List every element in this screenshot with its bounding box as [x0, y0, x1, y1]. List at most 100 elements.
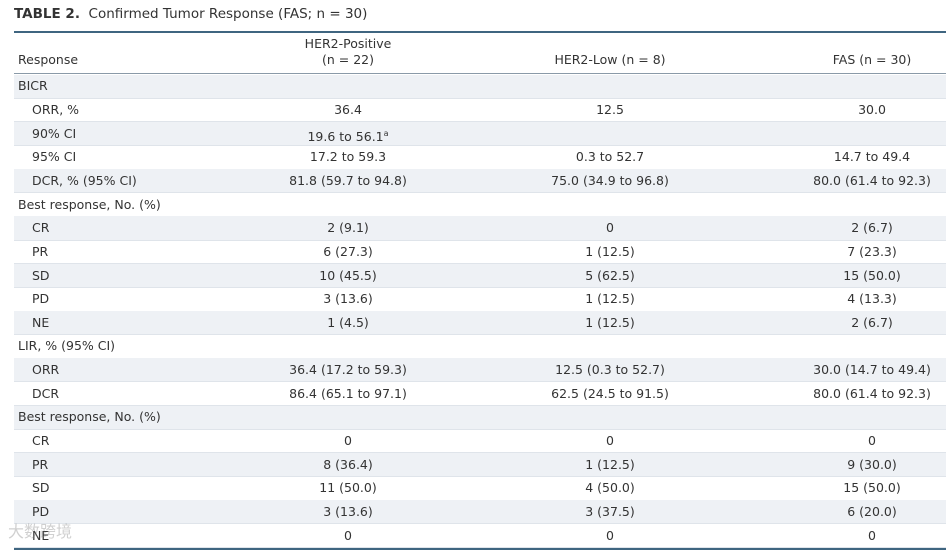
table-row — [14, 240, 946, 264]
bottom-rule — [14, 548, 946, 550]
row-label: SD — [32, 480, 50, 496]
section-label: LIR, % (95% CI) — [18, 338, 116, 354]
row-label: NE — [32, 527, 50, 543]
table-cell: 1 (12.5) — [585, 456, 635, 472]
row-label: ORR — [32, 362, 60, 378]
section-label: Best response, No. (%) — [18, 196, 161, 212]
table-cell: 0 — [868, 527, 876, 543]
table-cell: 80.0 (61.4 to 92.3) — [813, 385, 931, 401]
row-label: ORR, % — [32, 101, 80, 117]
table-row — [14, 477, 946, 501]
header-rule — [14, 73, 946, 74]
table-cell: 81.8 (59.7 to 94.8) — [289, 172, 407, 188]
table-row — [14, 429, 946, 453]
table-cell: 17.2 to 59.3 — [309, 149, 387, 165]
row-label: DCR — [32, 385, 60, 401]
row-divider — [14, 334, 946, 336]
table-cell: 1 (12.5) — [585, 314, 635, 330]
table-cell: 15 (50.0) — [843, 267, 901, 283]
column-header: Response — [18, 52, 79, 67]
table-row — [14, 500, 946, 524]
table-cell: 30.0 (14.7 to 49.4) — [813, 362, 931, 378]
table-cell: 19.6 to 56.1a — [307, 128, 389, 144]
row-divider — [14, 286, 946, 288]
table-cell: 12.5 — [596, 101, 624, 117]
table-row — [14, 311, 946, 335]
table-cell: 2 (6.7) — [851, 314, 893, 330]
table-cell: 12.5 (0.3 to 52.7) — [555, 362, 665, 378]
row-label: SD — [32, 267, 50, 283]
table-row — [14, 524, 946, 548]
row-divider — [14, 381, 946, 383]
column-header: (n = 22) — [321, 52, 375, 67]
table-row — [14, 382, 946, 406]
section-label: Best response, No. (%) — [18, 409, 161, 425]
row-divider — [14, 476, 946, 478]
column-header: FAS (n = 30) — [832, 52, 912, 67]
row-divider — [14, 523, 946, 525]
table-row — [14, 335, 946, 359]
table-cell: 62.5 (24.5 to 91.5) — [551, 385, 669, 401]
table-cell: 1 (4.5) — [327, 314, 369, 330]
row-divider — [14, 428, 946, 430]
table-cell: 4 (50.0) — [585, 480, 635, 496]
table-cell: 0 — [606, 433, 614, 449]
row-divider — [14, 192, 946, 194]
column-header: HER2-Positive — [304, 36, 392, 51]
table-cell: 0 — [868, 433, 876, 449]
table-cell: 1 (12.5) — [585, 243, 635, 259]
row-divider — [14, 239, 946, 241]
table-number: TABLE 2. — [14, 6, 80, 22]
table-row — [14, 358, 946, 382]
row-label: 95% CI — [32, 149, 77, 165]
table-cell: 36.4 — [334, 101, 362, 117]
row-divider — [14, 547, 946, 548]
watermark: 大数跨境 — [8, 522, 73, 541]
row-label: PR — [32, 456, 49, 472]
table-row — [14, 405, 946, 430]
table-row — [14, 169, 946, 193]
table-cell: 2 (6.7) — [851, 220, 893, 236]
row-label: CR — [32, 433, 50, 449]
row-label: NE — [32, 314, 50, 330]
table-cell: 80.0 (61.4 to 92.3) — [813, 172, 931, 188]
row-label: 90% CI — [32, 125, 77, 141]
table-cell: 75.0 (34.9 to 96.8) — [551, 172, 669, 188]
top-rule — [14, 31, 946, 33]
table-cell: 3 (37.5) — [585, 504, 635, 520]
title-text: Confirmed Tumor Response (FAS; n = 30) — [88, 6, 368, 22]
table-row — [14, 121, 946, 146]
row-label: DCR, % (95% CI) — [32, 172, 137, 188]
table-row — [14, 263, 946, 288]
row-divider — [14, 144, 946, 146]
table-cell: 0 — [344, 433, 352, 449]
table-cell: 15 (50.0) — [843, 480, 901, 496]
table-cell: 36.4 (17.2 to 59.3) — [289, 362, 407, 378]
row-label: PD — [32, 504, 50, 520]
table-cell: 3 (13.6) — [323, 504, 373, 520]
table-row — [14, 74, 946, 99]
table-cell: 6 (20.0) — [847, 504, 897, 520]
table-cell: 0.3 to 52.7 — [575, 149, 645, 165]
table-cell: 6 (27.3) — [323, 243, 373, 259]
table-cell: 3 (13.6) — [323, 291, 373, 307]
table-cell: 0 — [344, 527, 352, 543]
table-row — [14, 287, 946, 311]
table-cell: 0 — [606, 527, 614, 543]
section-label: BICR — [18, 78, 48, 94]
row-label: CR — [32, 220, 50, 236]
column-header: HER2-Low (n = 8) — [554, 52, 666, 67]
table-cell: 9 (30.0) — [847, 456, 897, 472]
table-cell: 86.4 (65.1 to 97.1) — [289, 385, 407, 401]
table-cell: 0 — [606, 220, 614, 236]
table-cell: 5 (62.5) — [585, 267, 635, 283]
table-cell: 14.7 to 49.4 — [833, 149, 911, 165]
table-row — [14, 216, 946, 240]
table-row — [14, 452, 946, 477]
footnote-marker: a — [383, 128, 389, 138]
table-row — [14, 145, 946, 169]
row-label: PR — [32, 243, 49, 259]
table-cell: 7 (23.3) — [847, 243, 897, 259]
row-label: PD — [32, 291, 50, 307]
